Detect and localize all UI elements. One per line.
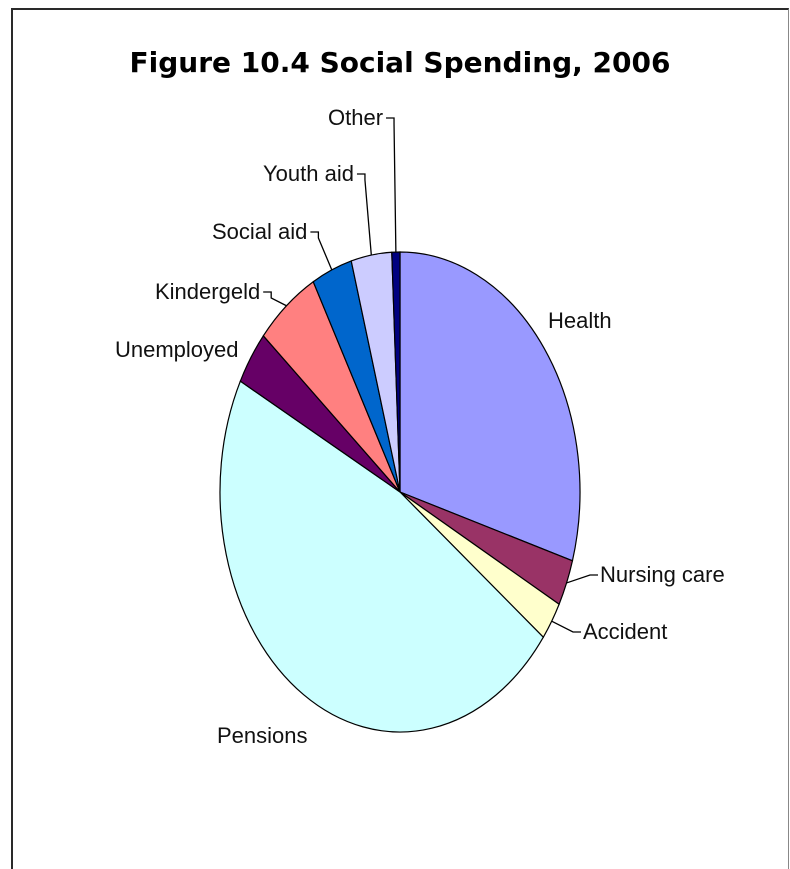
slice-label-accident: Accident: [583, 619, 667, 644]
slice-label-other: Other: [328, 105, 383, 130]
slice-label-health: Health: [548, 308, 612, 333]
leader-line-other: [386, 117, 397, 253]
slice-label-social-aid: Social aid: [212, 219, 307, 244]
pie-slices: [219, 251, 581, 733]
leader-line-accident: [551, 620, 581, 633]
slice-labels: Health Nursing care Accident Pensions Unempl…: [115, 105, 725, 748]
leader-line-kindergeld: [263, 291, 287, 307]
slice-label-kindergeld: Kindergeld: [155, 279, 260, 304]
slice-label-unemployed: Unemployed: [115, 337, 239, 362]
pie-slice-health: [399, 251, 581, 562]
leader-line-social-aid: [310, 231, 333, 271]
leader-lines: [263, 117, 598, 633]
leader-line-nursing-care: [566, 574, 598, 584]
leader-line-youth-aid: [356, 173, 372, 256]
pie-slice-pensions: [219, 380, 545, 733]
chart-title: Figure 10.4 Social Spending, 2006: [130, 46, 671, 79]
slice-label-youth-aid: Youth aid: [263, 161, 354, 186]
slice-label-pensions: Pensions: [217, 723, 308, 748]
pie-slice-other: [391, 251, 401, 493]
slice-label-nursing-care: Nursing care: [600, 562, 725, 587]
